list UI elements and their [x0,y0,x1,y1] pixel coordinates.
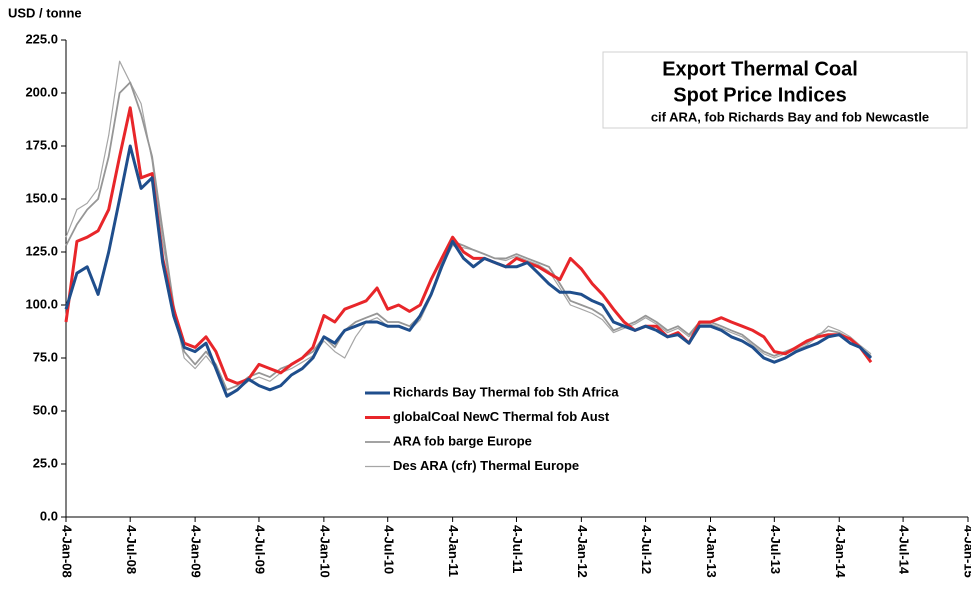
annotation: cif ARA, fob Richards Bay and fob Newcas… [651,109,929,124]
x-tick-label: 4-Jan-12 [575,525,590,578]
y-tick-label: 125.0 [25,243,58,258]
legend-label: Des ARA (cfr) Thermal Europe [393,458,579,473]
y-tick-label: 225.0 [25,31,58,46]
x-tick-label: 4-Jul-14 [897,525,912,575]
x-tick-label: 4-Jul-12 [639,525,654,574]
x-tick-label: 4-Jan-14 [833,525,848,579]
title-box [602,51,968,129]
y-tick-label: 175.0 [25,137,58,152]
x-tick-label: 4-Jul-10 [381,525,396,574]
y-tick-label: 200.0 [25,84,58,99]
y-axis-label: USD / tonne [8,5,82,20]
series-line [65,81,872,391]
y-tick-label: 75.0 [33,349,58,364]
x-tick-label: 4-Jan-11 [446,525,461,577]
y-tick-label: 0.0 [40,508,58,523]
legend-box [360,380,746,484]
chart-title: Export Thermal Coal [662,58,858,80]
y-tick-label: 100.0 [25,296,58,311]
y-tick-label: 150.0 [25,190,58,205]
y-tick-label: 50.0 [33,402,58,417]
series-line [64,106,873,385]
legend-label: ARA fob barge Europe [393,433,532,448]
x-tick-label: 4-Jan-10 [317,525,332,578]
legend-label: globalCoal NewC Thermal fob Aust [393,409,610,424]
chart-subtitle: Spot Price Indices [673,84,846,106]
x-tick-label: 4-Jul-11 [510,525,525,573]
x-tick-label: 4-Jan-15 [962,525,971,578]
x-tick-label: 4-Jul-13 [768,525,783,574]
legend-label: Richards Bay Thermal fob Sth Africa [393,384,619,399]
series-line [64,144,873,398]
x-tick-label: 4-Jul-08 [124,525,139,574]
x-tick-label: 4-Jan-13 [704,525,719,578]
x-tick-label: 4-Jan-09 [189,525,204,578]
y-tick-label: 25.0 [33,455,58,470]
x-tick-label: 4-Jul-09 [253,525,268,574]
x-tick-label: 4-Jan-08 [60,525,75,578]
series-line [65,60,872,395]
